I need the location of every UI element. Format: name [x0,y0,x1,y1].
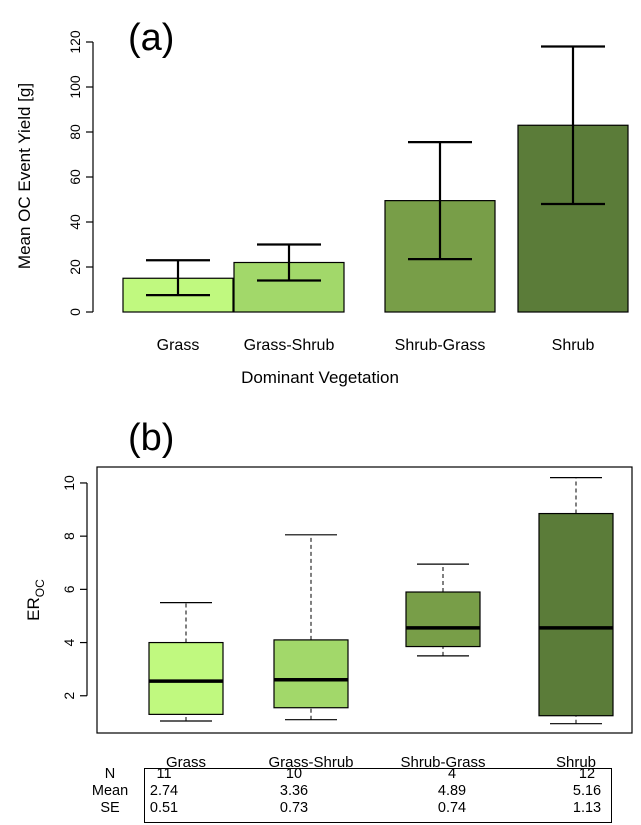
panel-a-y-tick-label: 40 [67,214,83,230]
panel-b-label: (b) [128,417,174,459]
panel-b-box-plot: (b) 2 4 6 8 10 Grass Grass-Shrub Shrub-Grass Sh… [24,417,633,771]
panel-b-x-tick-label: Shrub-Grass [400,754,485,771]
stats-row-n: N 11 10 4 12 [81,766,611,783]
panel-b-y-tick-label: 10 [61,475,77,491]
stats-cell: 0.74 [437,800,467,816]
stats-row-label: N [104,766,116,782]
stats-cell: 12 [578,766,596,782]
panel-b-box [538,512,614,717]
panel-b-x-tick-label: Grass-Shrub [268,754,353,771]
panel-b-box [273,639,349,709]
panel-a-x-tick-labels: Grass Grass-Shrub Shrub-Grass Shrub [157,337,595,354]
panel-b-x-tick-label: Grass [166,754,206,771]
panel-b-plot-frame [96,466,633,734]
stats-cell: 0.73 [279,800,309,816]
panel-a-y-axis-label: Mean OC Event Yield [g] [15,83,34,269]
stats-table: N 11 10 4 12 Mean 2.74 3.36 4.89 5.16 SE… [81,766,612,823]
panel-a-y-tick-label: 80 [67,124,83,140]
stats-cell: 0.51 [149,800,179,816]
panel-a-y-tick-label: 60 [67,169,83,185]
panel-a-y-tick-label: 120 [67,30,83,54]
panel-a-y-tick-label: 100 [67,75,83,99]
panel-a-x-axis-label: Dominant Vegetation [241,368,399,387]
stats-cell: 3.36 [279,783,309,799]
panel-a-bar [517,124,629,313]
panel-b-y-tick-label: 4 [61,638,77,646]
panel-b-y-tick-label: 8 [61,532,77,540]
panel-b-y-tick-label: 2 [61,692,77,700]
stats-row-label: Mean [91,783,129,799]
panel-b-x-tick-labels: Grass Grass-Shrub Shrub-Grass Shrub [166,754,596,771]
panel-a-bars [122,124,629,313]
stats-cell: 4 [447,766,457,782]
panel-b-y-axis-label-subscript: OC [33,579,47,597]
panel-b-y-axis-label: EROC [24,579,47,621]
panel-b-y-axis: 2 4 6 8 10 [61,475,88,700]
panel-a-x-tick-label: Shrub-Grass [395,337,486,354]
panel-b-x-tick-label: Shrub [556,754,596,771]
panel-a-label: (a) [128,17,174,59]
stats-cell: 4.89 [437,783,467,799]
stats-row-mean: Mean 2.74 3.36 4.89 5.16 [81,783,611,800]
stats-cell: 5.16 [572,783,602,799]
panel-b-y-axis-label-main: ER [24,597,43,621]
panel-a-y-tick-label: 0 [67,308,83,316]
panel-a-bar-chart: (a) 0 20 40 60 80 100 120 Grass Grass-Shrub Shru… [15,17,629,387]
panel-b-y-tick-label: 6 [61,585,77,593]
panel-a-error-bars [146,45,605,297]
panel-a-x-tick-label: Shrub [552,337,595,354]
panel-b-box [405,591,481,648]
panel-b-boxes [148,477,614,725]
stats-cell: 10 [285,766,303,782]
stats-cell: 2.74 [149,783,179,799]
stats-cell: 11 [156,766,172,782]
stats-row-label: SE [100,800,120,816]
panel-a-y-axis: 0 20 40 60 80 100 120 [67,30,94,316]
panel-b-box [148,641,224,715]
panel-a-x-tick-label: Grass-Shrub [244,337,335,354]
panel-a-y-tick-label: 20 [67,259,83,275]
stats-cell: 1.13 [572,800,602,816]
stats-row-se: SE 0.51 0.73 0.74 1.13 [81,800,611,817]
panel-a-x-tick-label: Grass [157,337,200,354]
stats-table-box [144,768,612,823]
